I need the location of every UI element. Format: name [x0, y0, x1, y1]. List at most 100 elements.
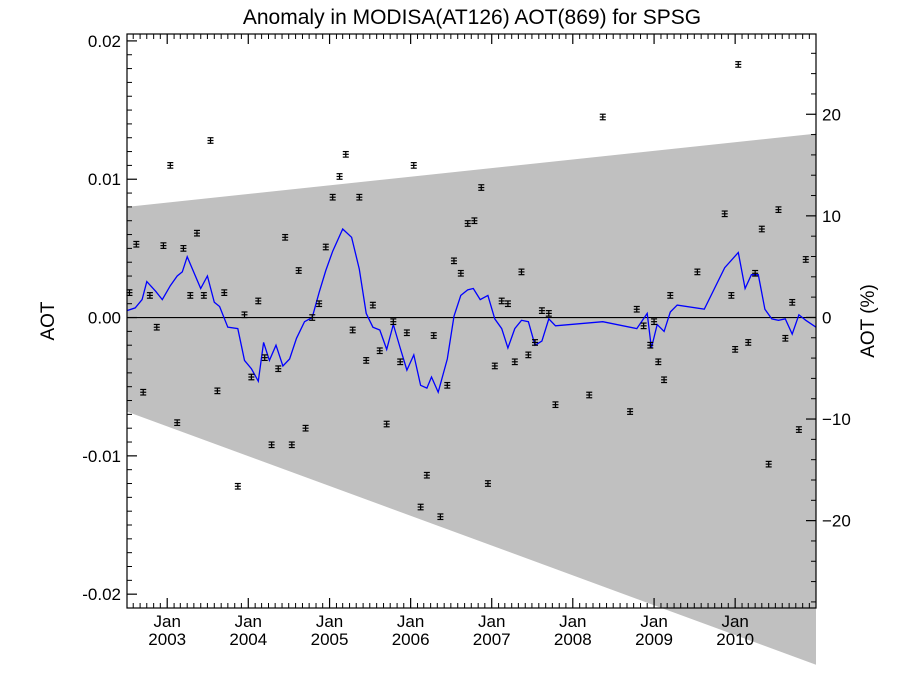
- data-point: [302, 424, 309, 432]
- y-tick-label-right: 20: [822, 105, 841, 124]
- x-tick-label-year: 2003: [148, 630, 186, 649]
- y-tick-label-left: 0.01: [88, 170, 121, 189]
- y-tick-label-right: −20: [822, 512, 851, 531]
- x-tick-label-month: Jan: [478, 612, 505, 631]
- y-tick-label-right: −10: [822, 410, 851, 429]
- data-point: [640, 322, 647, 330]
- data-point: [193, 229, 200, 237]
- data-point: [667, 292, 674, 299]
- data-point: [491, 362, 498, 370]
- data-point: [758, 225, 765, 233]
- x-tick-label-month: Jan: [559, 612, 586, 631]
- data-point: [288, 441, 295, 449]
- data-point: [789, 298, 796, 306]
- data-point: [322, 243, 329, 251]
- data-point: [234, 482, 241, 490]
- y-axis-label-left: AOT: [38, 301, 59, 340]
- y-tick-label-left: -0.02: [82, 585, 121, 604]
- data-point: [295, 267, 302, 274]
- data-point: [511, 358, 518, 366]
- data-point: [457, 269, 464, 277]
- data-point: [586, 391, 593, 399]
- data-point: [430, 332, 437, 339]
- x-tick-label-month: Jan: [235, 612, 262, 631]
- data-point: [383, 420, 390, 428]
- data-point: [525, 351, 532, 359]
- data-point: [802, 256, 809, 263]
- x-tick-label-month: Jan: [397, 612, 424, 631]
- data-point: [752, 269, 759, 277]
- data-point: [694, 268, 701, 276]
- data-point: [214, 387, 221, 395]
- data-point: [627, 408, 634, 415]
- data-point: [728, 292, 735, 299]
- data-point: [174, 419, 181, 427]
- data-point: [504, 300, 511, 308]
- data-point: [140, 388, 147, 396]
- data-point: [655, 358, 662, 366]
- data-point: [160, 242, 167, 249]
- data-point: [532, 339, 539, 346]
- x-tick-label-month: Jan: [721, 612, 748, 631]
- x-tick-label-year: 2008: [554, 630, 592, 649]
- data-point: [329, 193, 336, 201]
- data-point: [248, 373, 255, 381]
- data-point: [651, 318, 658, 326]
- data-point: [423, 471, 430, 479]
- data-point: [403, 329, 410, 337]
- data-point: [444, 381, 451, 389]
- data-point: [133, 240, 140, 248]
- data-point: [661, 376, 668, 384]
- data-point: [538, 307, 545, 314]
- data-point: [599, 113, 606, 121]
- data-point: [732, 345, 739, 353]
- data-point: [545, 310, 552, 317]
- data-point: [464, 220, 471, 227]
- data-point: [397, 358, 404, 366]
- data-point: [356, 193, 363, 201]
- x-tick-label-month: Jan: [640, 612, 667, 631]
- data-point: [765, 460, 772, 468]
- data-point: [376, 347, 383, 355]
- data-point: [417, 503, 424, 511]
- data-point: [275, 365, 282, 373]
- data-point: [484, 480, 491, 487]
- data-point: [552, 401, 559, 409]
- data-point: [180, 245, 187, 252]
- data-point: [410, 162, 417, 169]
- data-point: [336, 173, 343, 180]
- data-point: [146, 292, 153, 299]
- data-point: [200, 292, 207, 299]
- data-point: [207, 137, 214, 144]
- y-tick-label-left: 0.00: [88, 309, 121, 328]
- x-tick-label-year: 2010: [716, 630, 754, 649]
- confidence-band: [127, 133, 816, 665]
- data-point: [782, 334, 789, 342]
- data-point: [450, 257, 457, 265]
- plot-area: [126, 61, 817, 665]
- data-point: [437, 513, 444, 521]
- data-point: [369, 301, 376, 309]
- data-point: [316, 300, 323, 308]
- data-point: [342, 150, 349, 158]
- data-point: [795, 426, 802, 433]
- y-tick-label-right: 10: [822, 207, 841, 226]
- data-point: [187, 292, 194, 299]
- data-point: [390, 318, 397, 326]
- data-point: [735, 61, 742, 68]
- axes: 0.020.010.00-0.01-0.0220100−10−20Jan2003…: [82, 32, 851, 649]
- data-point: [498, 297, 505, 305]
- x-tick-label-month: Jan: [316, 612, 343, 631]
- data-point: [167, 162, 174, 169]
- x-tick-label-year: 2004: [229, 630, 267, 649]
- x-tick-label-year: 2005: [311, 630, 349, 649]
- y-axis-label-right: AOT (%): [858, 284, 879, 358]
- data-point: [363, 357, 370, 364]
- data-point: [309, 314, 316, 321]
- data-point: [241, 311, 248, 319]
- data-point: [349, 326, 356, 334]
- x-tick-label-year: 2006: [392, 630, 430, 649]
- data-point: [775, 206, 782, 214]
- x-tick-label-month: Jan: [153, 612, 180, 631]
